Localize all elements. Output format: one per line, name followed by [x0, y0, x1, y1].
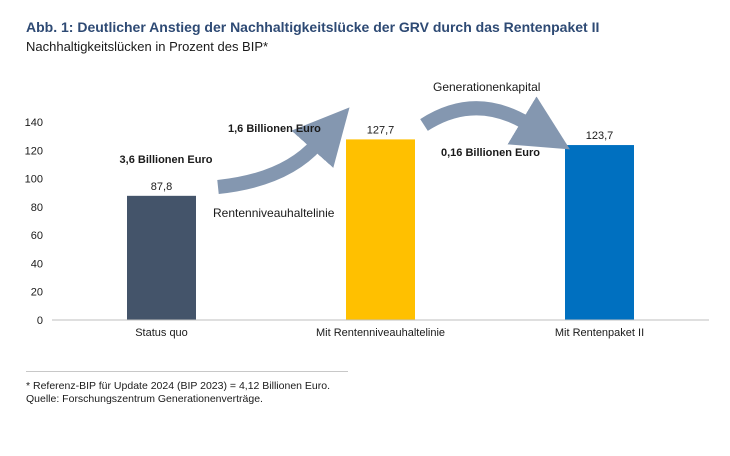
- y-tick-label: 140: [25, 117, 43, 129]
- x-category-label: Mit Rentenpaket II: [555, 327, 644, 339]
- y-tick-label: 40: [31, 258, 43, 270]
- y-axis: 0 20 40 60 80 100 120 140: [25, 117, 43, 327]
- footnote-source: Quelle: Forschungszentrum Generationenve…: [26, 393, 263, 405]
- annotation-arrow1-amount: 1,6 Billionen Euro: [228, 123, 321, 135]
- bar-value-label: 123,7: [586, 130, 614, 142]
- bars: 87,8 127,7 123,7: [127, 124, 634, 320]
- footnote-divider: [26, 371, 348, 372]
- annotation-arrow1-label: Rentenniveauhaltelinie: [213, 206, 335, 220]
- chart-subtitle: Nachhaltigkeitslücken in Prozent des BIP…: [26, 39, 269, 54]
- y-tick-label: 100: [25, 174, 43, 186]
- bar-2: [346, 139, 415, 320]
- y-tick-label: 60: [31, 230, 43, 242]
- x-category-label: Status quo: [135, 327, 188, 339]
- annotation-bar1-amount: 3,6 Billionen Euro: [120, 154, 213, 166]
- chart-title: Abb. 1: Deutlicher Anstieg der Nachhalti…: [26, 19, 600, 35]
- y-tick-label: 20: [31, 287, 43, 299]
- x-category-label: Mit Rentenniveauhaltelinie: [316, 327, 445, 339]
- arrow-rentenniveau: [217, 107, 350, 194]
- bar-1: [127, 195, 196, 320]
- y-tick-label: 0: [37, 315, 43, 327]
- bar-value-label: 127,7: [367, 124, 395, 136]
- footnotes: * Referenz-BIP für Update 2024 (BIP 2023…: [26, 380, 330, 406]
- footnote-bip: * Referenz-BIP für Update 2024 (BIP 2023…: [26, 380, 331, 392]
- bar-value-label: 87,8: [151, 181, 172, 193]
- y-tick-label: 80: [31, 202, 43, 214]
- x-axis: Status quo Mit Rentenniveauhaltelinie Mit …: [52, 319, 709, 339]
- annotation-arrow2-amount: 0,16 Billionen Euro: [441, 147, 540, 159]
- y-tick-label: 120: [25, 145, 43, 157]
- annotation-arrow2-label: Generationenkapital: [433, 80, 540, 94]
- bar-3: [565, 145, 634, 320]
- arrow-generationenkapital: [420, 96, 570, 150]
